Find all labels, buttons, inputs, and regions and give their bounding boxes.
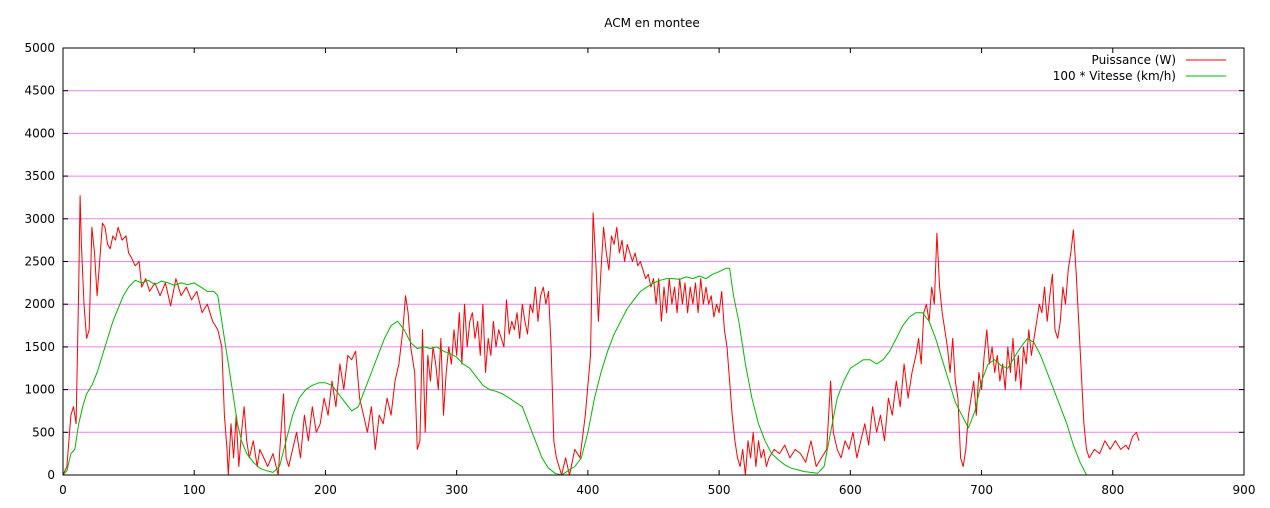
x-tick-label: 500: [708, 483, 731, 497]
x-tick-label: 300: [445, 483, 468, 497]
y-tick-label: 2000: [24, 297, 55, 311]
y-tick-label: 1000: [24, 383, 55, 397]
x-tick-label: 200: [314, 483, 337, 497]
y-tick-label: 5000: [24, 41, 55, 55]
series-line-vitesse: [62, 267, 1094, 476]
x-tick-label: 800: [1101, 483, 1124, 497]
y-tick-label: 0: [47, 468, 55, 482]
x-tick-label: 400: [576, 483, 599, 497]
x-tick-label: 600: [839, 483, 862, 497]
legend: Puissance (W) 100 * Vitesse (km/h): [1053, 53, 1226, 83]
axes: 0500100015002000250030003500400045005000…: [24, 41, 1255, 497]
series-layer: [62, 195, 1140, 476]
y-tick-label: 1500: [24, 340, 55, 354]
legend-label: Puissance (W): [1092, 53, 1176, 67]
x-tick-label: 900: [1233, 483, 1256, 497]
x-tick-label: 100: [183, 483, 206, 497]
x-tick-label: 700: [970, 483, 993, 497]
x-tick-label: 0: [59, 483, 67, 497]
legend-label: 100 * Vitesse (km/h): [1053, 69, 1176, 83]
y-tick-label: 500: [32, 425, 55, 439]
y-tick-label: 4000: [24, 126, 55, 140]
y-tick-label: 2500: [24, 255, 55, 269]
chart-title: ACM en montee: [604, 16, 699, 30]
y-tick-label: 4500: [24, 84, 55, 98]
y-tick-label: 3000: [24, 212, 55, 226]
grid: [63, 90, 1244, 433]
y-tick-label: 3500: [24, 169, 55, 183]
series-line-puissance: [62, 195, 1140, 476]
